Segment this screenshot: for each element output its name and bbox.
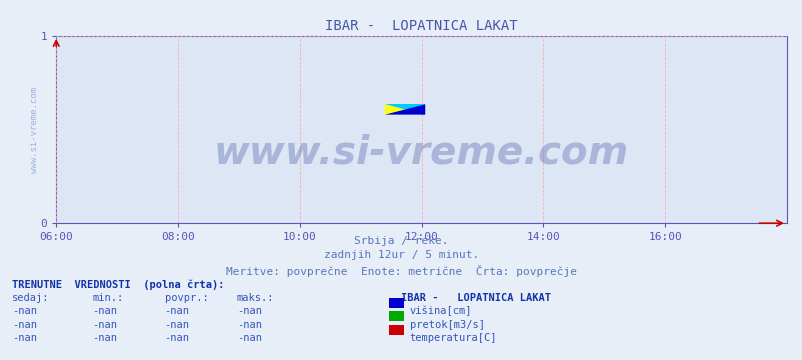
Text: -nan: -nan: [164, 320, 189, 330]
Text: -nan: -nan: [237, 306, 261, 316]
Text: Meritve: povprečne  Enote: metrične  Črta: povprečje: Meritve: povprečne Enote: metrične Črta:…: [225, 265, 577, 276]
Polygon shape: [384, 104, 425, 114]
Text: -nan: -nan: [12, 333, 37, 343]
Text: zadnjih 12ur / 5 minut.: zadnjih 12ur / 5 minut.: [323, 250, 479, 260]
Text: povpr.:: povpr.:: [164, 293, 208, 303]
Title: IBAR -  LOPATNICA LAKAT: IBAR - LOPATNICA LAKAT: [325, 19, 517, 33]
Text: www.si-vreme.com: www.si-vreme.com: [213, 133, 629, 171]
Y-axis label: www.si-vreme.com: www.si-vreme.com: [30, 87, 39, 172]
Polygon shape: [384, 104, 425, 114]
Text: -nan: -nan: [164, 306, 189, 316]
Text: -nan: -nan: [164, 333, 189, 343]
Text: višina[cm]: višina[cm]: [409, 306, 472, 316]
Text: temperatura[C]: temperatura[C]: [409, 333, 496, 343]
Text: pretok[m3/s]: pretok[m3/s]: [409, 320, 484, 330]
Text: TRENUTNE  VREDNOSTI  (polna črta):: TRENUTNE VREDNOSTI (polna črta):: [12, 279, 225, 289]
Text: -nan: -nan: [92, 320, 117, 330]
Text: -nan: -nan: [12, 320, 37, 330]
Text: sedaj:: sedaj:: [12, 293, 50, 303]
Text: -nan: -nan: [237, 320, 261, 330]
Text: min.:: min.:: [92, 293, 124, 303]
Text: Srbija / reke.: Srbija / reke.: [354, 236, 448, 246]
Text: IBAR -   LOPATNICA LAKAT: IBAR - LOPATNICA LAKAT: [401, 293, 551, 303]
Text: maks.:: maks.:: [237, 293, 274, 303]
Text: -nan: -nan: [92, 306, 117, 316]
Text: -nan: -nan: [12, 306, 37, 316]
Text: -nan: -nan: [92, 333, 117, 343]
Polygon shape: [384, 104, 425, 114]
Text: -nan: -nan: [237, 333, 261, 343]
